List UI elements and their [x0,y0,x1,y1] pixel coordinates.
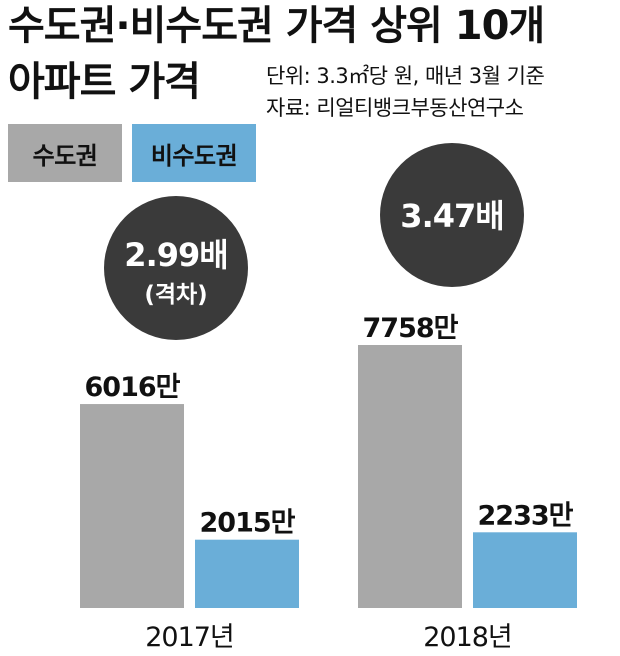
x-tick-label: 2018년 [423,622,512,653]
bar-non-capital-0 [195,539,299,608]
x-tick-label: 2017년 [145,622,234,653]
bar-value-label: 7758만 [363,313,459,344]
ratio-value-label: 3.47배 [400,197,503,235]
chart-title-line-1: 수도권·비수도권 가격 상위 10개 [8,3,545,49]
source-note: 자료: 리얼티뱅크부동산연구소 [266,96,524,120]
legend-item-non-capital: 비수도권 [132,124,256,182]
bar-capital-1 [358,345,462,608]
chart-title-line-2: 아파트 가격 [8,59,201,105]
bar-value-label: 6016만 [85,372,181,403]
ratio-note-label: (격차) [144,282,207,308]
bar-capital-0 [80,404,184,608]
legend-item-capital: 수도권 [8,124,122,182]
bar-value-label: 2233만 [478,500,574,531]
unit-note: 단위: 3.3㎡당 원, 매년 3월 기준 [266,64,545,88]
ratio-value-label: 2.99배 [124,236,227,274]
ratio-circle [380,143,524,287]
ratio-circle [104,196,248,340]
bar-value-label: 2015만 [200,508,296,539]
bar-non-capital-1 [473,532,577,608]
